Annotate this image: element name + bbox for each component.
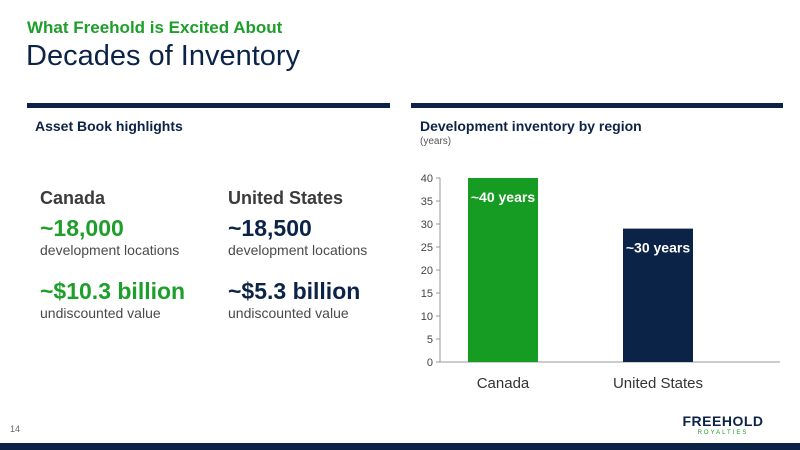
us-value-label: undiscounted value [228,305,349,321]
y-tick-label: 30 [421,219,433,231]
bar-data-label: ~40 years [471,189,535,205]
logo-wordmark: FREEHOLD [682,413,764,429]
y-tick-label: 25 [421,242,433,254]
footer-bar [0,443,800,450]
y-tick-label: 20 [421,265,433,277]
y-tick-label: 35 [421,196,433,208]
y-tick-label: 40 [421,173,433,185]
canada-value-label: undiscounted value [40,305,161,321]
us-locations-label: development locations [228,242,368,258]
canada-locations-label: development locations [40,242,180,258]
bar-data-label: ~30 years [626,240,690,256]
canada-heading: Canada [40,188,106,208]
chart-subtitle: (years) [420,136,452,147]
left-section-rule [27,103,390,108]
y-tick-label: 5 [427,334,433,346]
us-value: ~$5.3 billion [228,278,361,304]
bars: ~40 years Canada ~30 years United States [468,178,703,392]
x-category-label: Canada [477,375,530,392]
slide-kicker: What Freehold is Excited About [27,18,283,37]
slide-title: Decades of Inventory [26,40,301,72]
bar-canada [468,178,538,362]
page-number: 14 [10,424,21,434]
y-tick-label: 10 [421,311,433,323]
x-category-label: United States [613,375,703,392]
chart-title: Development inventory by region [420,118,642,134]
us-column: United States ~18,500 development locati… [228,188,367,321]
freehold-logo: FREEHOLD ROYALTIES [680,414,766,437]
logo-subtext: ROYALTIES [697,430,749,436]
us-heading: United States [228,188,344,208]
us-locations-value: ~18,500 [228,215,312,241]
right-section-rule [411,103,783,108]
canada-value: ~$10.3 billion [40,278,186,304]
asset-book-title: Asset Book highlights [35,118,183,134]
canada-column: Canada ~18,000 development locations ~$1… [40,188,185,321]
y-tick-label: 15 [421,288,433,300]
canada-locations-value: ~18,000 [40,215,124,241]
y-tick-label: 0 [427,357,433,369]
bar-united-states [623,228,693,362]
